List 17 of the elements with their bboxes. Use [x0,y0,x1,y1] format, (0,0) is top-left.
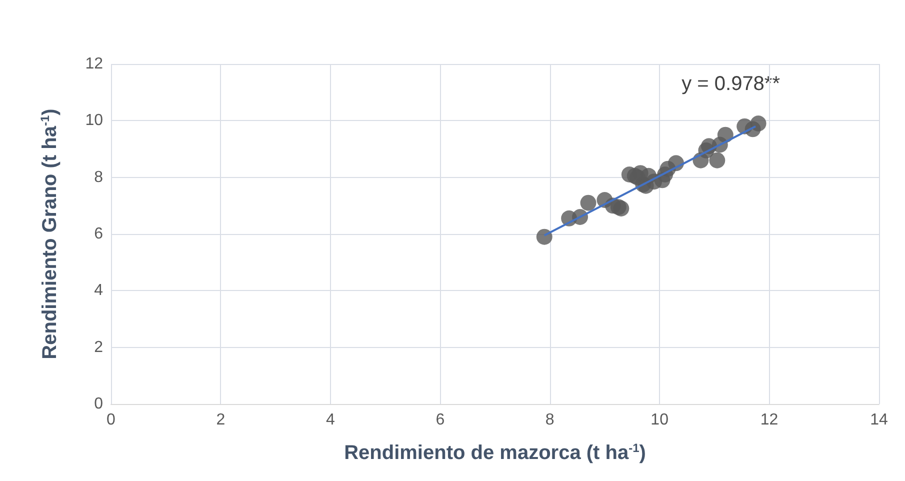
y-tick-label: 12 [85,56,104,72]
y-tick-label: 8 [94,168,104,186]
x-tick-label: 8 [545,412,554,428]
y-tick-label: 4 [94,282,104,300]
x-tick-label: 12 [760,412,778,428]
y-axis-title: Rendimiento Grano (t ha-1) [38,108,61,360]
y-tick-label: 10 [85,112,104,130]
x-tick-label: 0 [106,412,116,428]
x-tick-label: 4 [326,412,335,428]
y-tick-label: 0 [94,396,104,412]
x-tick-label: 14 [870,412,888,428]
x-tick-label: 6 [436,412,445,428]
x-tick-label: 2 [216,412,226,428]
annotation: y = 0.978** [682,73,780,95]
y-tick-label: 2 [94,338,104,356]
x-tick-label: 10 [650,412,669,428]
y-tick-label: 6 [94,226,104,242]
